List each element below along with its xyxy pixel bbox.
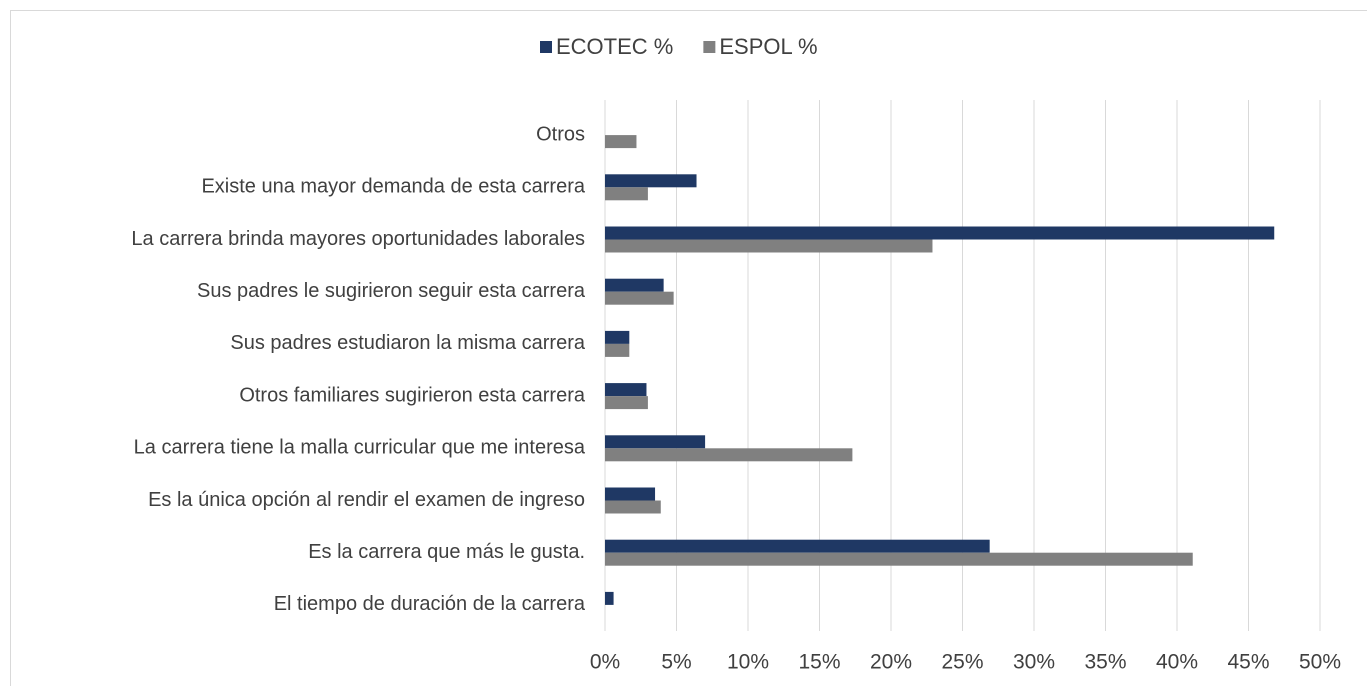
x-tick-label: 30% — [1013, 651, 1055, 674]
bar — [605, 383, 647, 397]
bar — [605, 278, 664, 292]
bar — [605, 239, 933, 253]
x-tick-label: 20% — [870, 651, 912, 674]
legend-label: ESPOL % — [719, 34, 817, 59]
bar — [605, 552, 1193, 566]
x-tick-label: 10% — [727, 651, 769, 674]
bar — [605, 539, 990, 553]
y-tick-label: Es la única opción al rendir el examen d… — [148, 489, 585, 511]
bar — [605, 135, 637, 149]
bar — [605, 396, 648, 410]
x-tick-label: 0% — [590, 651, 620, 674]
bar — [605, 448, 853, 462]
bar — [605, 487, 656, 501]
x-tick-label: 50% — [1299, 651, 1341, 674]
y-tick-label: Otros — [536, 123, 585, 145]
x-tick-label: 35% — [1084, 651, 1126, 674]
bar — [605, 330, 630, 344]
bar — [605, 174, 697, 188]
legend-swatch — [540, 41, 552, 53]
bar — [605, 591, 614, 605]
bar — [605, 291, 674, 305]
legend-label: ECOTEC % — [556, 34, 673, 59]
y-tick-label: Es la carrera que más le gusta. — [308, 541, 585, 563]
y-tick-label: La carrera tiene la malla curricular que… — [134, 437, 586, 459]
x-tick-label: 45% — [1227, 651, 1269, 674]
y-tick-label: La carrera brinda mayores oportunidades … — [131, 228, 585, 250]
bar — [605, 500, 661, 514]
legend-swatch — [703, 41, 716, 53]
bar — [605, 226, 1275, 240]
x-tick-label: 5% — [661, 651, 691, 674]
bar — [605, 187, 648, 201]
x-tick-label: 25% — [941, 651, 983, 674]
y-tick-label: Otros familiares sugirieron esta carrera — [239, 384, 586, 406]
x-tick-label: 40% — [1156, 651, 1198, 674]
y-tick-label: Sus padres le sugirieron seguir esta car… — [197, 280, 586, 302]
bar — [605, 343, 630, 357]
y-tick-label: El tiempo de duración de la carrera — [274, 593, 586, 615]
x-tick-label: 15% — [798, 651, 840, 674]
y-tick-label: Existe una mayor demanda de esta carrera — [201, 176, 585, 198]
bar — [605, 435, 706, 449]
chart-frame — [10, 10, 1367, 686]
y-tick-label: Sus padres estudiaron la misma carrera — [230, 332, 585, 354]
